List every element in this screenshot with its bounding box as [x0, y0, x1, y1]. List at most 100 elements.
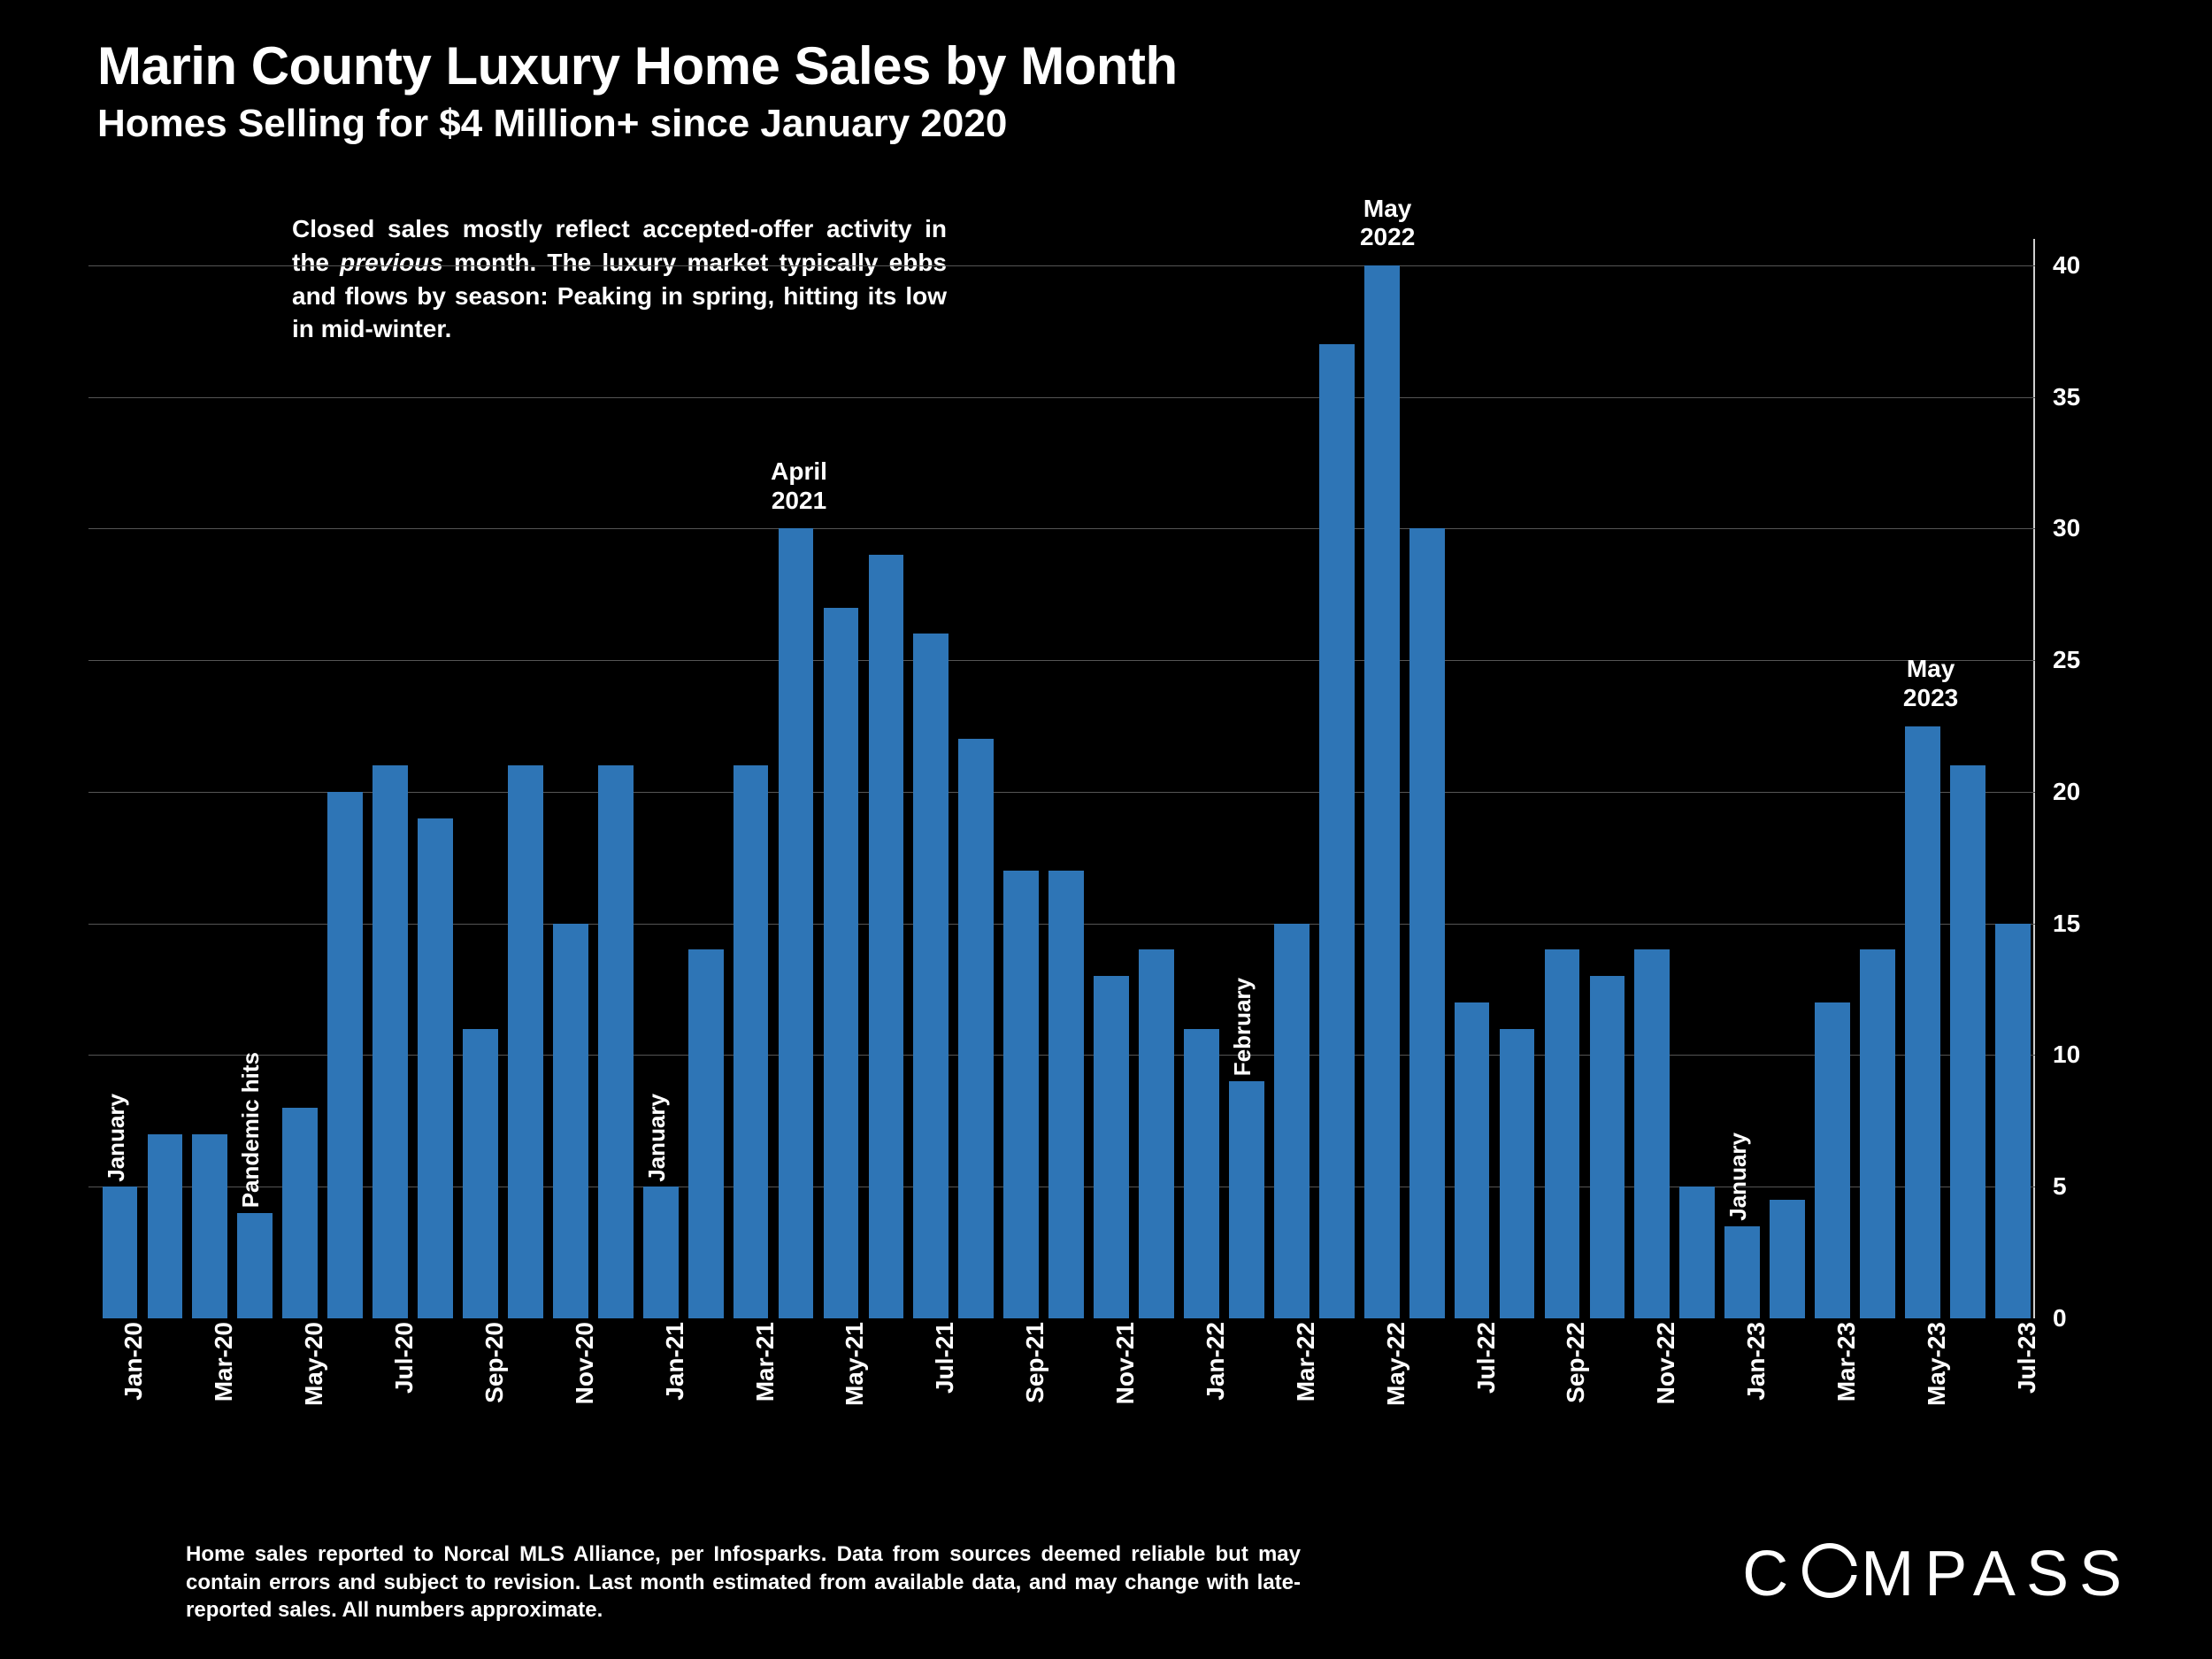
x-label-slot: Jul-21 — [909, 1318, 954, 1389]
x-label-slot — [1134, 1318, 1179, 1389]
bar — [1003, 871, 1039, 1318]
bar-slot — [1314, 239, 1359, 1318]
bar-slot — [1855, 239, 1901, 1318]
bar: January — [1724, 1226, 1760, 1318]
x-label-slot: Jan-23 — [1720, 1318, 1765, 1389]
x-label-slot — [864, 1318, 909, 1389]
bar — [1364, 265, 1400, 1318]
bar-annotation: February — [1229, 978, 1256, 1076]
x-label-slot — [1585, 1318, 1630, 1389]
peak-annotation: April2021 — [771, 457, 827, 514]
y-tick-label: 35 — [2053, 383, 2080, 411]
x-label-slot — [1224, 1318, 1269, 1389]
bar-slot — [1089, 239, 1134, 1318]
bar-chart: 0510152025303540 JanuaryPandemic hitsJan… — [88, 239, 2088, 1389]
x-label-slot — [773, 1318, 818, 1389]
y-axis-ticks: 0510152025303540 — [2044, 239, 2097, 1318]
bar-slot — [1134, 239, 1179, 1318]
bar-slot: February — [1224, 239, 1269, 1318]
bar — [148, 1134, 183, 1318]
x-label-slot — [1675, 1318, 1720, 1389]
bar — [418, 818, 453, 1318]
chart-subtitle: Homes Selling for $4 Million+ since Janu… — [97, 102, 1178, 146]
chart-title: Marin County Luxury Home Sales by Month — [97, 35, 1178, 96]
peak-annotation: May2022 — [1360, 195, 1415, 251]
x-label-slot — [413, 1318, 458, 1389]
x-label-slot — [323, 1318, 368, 1389]
x-label-slot: Nov-20 — [548, 1318, 593, 1389]
bar — [463, 1029, 498, 1318]
y-tick-label: 30 — [2053, 514, 2080, 542]
bar — [1409, 528, 1445, 1318]
bar — [1995, 924, 2031, 1318]
bar — [779, 528, 814, 1318]
bar-slot — [142, 239, 188, 1318]
x-label-slot: May-23 — [1901, 1318, 1946, 1389]
bar — [282, 1108, 318, 1318]
x-label-slot: Jul-22 — [1449, 1318, 1494, 1389]
bar — [869, 555, 904, 1318]
bar-annotation: January — [643, 1094, 671, 1182]
bar-slot — [999, 239, 1044, 1318]
x-label-slot — [593, 1318, 638, 1389]
x-label-slot: May-22 — [1359, 1318, 1404, 1389]
bar-slot — [1630, 239, 1675, 1318]
logo-o-icon — [1802, 1543, 1857, 1598]
x-axis-labels: Jan-20Mar-20May-20Jul-20Sep-20Nov-20Jan-… — [88, 1318, 2035, 1389]
bar-slot — [864, 239, 909, 1318]
bar-slot — [368, 239, 413, 1318]
x-label-slot: Nov-22 — [1630, 1318, 1675, 1389]
bar: Pandemic hits — [237, 1213, 273, 1318]
bar: January — [643, 1187, 679, 1318]
x-label-slot: May-20 — [278, 1318, 323, 1389]
y-tick-label: 40 — [2053, 251, 2080, 280]
x-label-slot — [1765, 1318, 1810, 1389]
bar-slot — [1990, 239, 2035, 1318]
bar-slot — [593, 239, 638, 1318]
bar — [327, 792, 363, 1318]
bar-slot — [909, 239, 954, 1318]
bar-slot — [683, 239, 728, 1318]
bar — [1860, 949, 1895, 1318]
peak-annotation: May2023 — [1903, 655, 1958, 711]
y-tick-label: 0 — [2053, 1304, 2067, 1333]
bar-slot — [1540, 239, 1585, 1318]
bar: January — [103, 1187, 138, 1318]
bar — [1634, 949, 1670, 1318]
x-label-slot — [1494, 1318, 1540, 1389]
bar-slot — [954, 239, 999, 1318]
bar-slot — [1810, 239, 1855, 1318]
bar-slot — [278, 239, 323, 1318]
y-tick-label: 25 — [2053, 646, 2080, 674]
x-label-slot: Sep-22 — [1540, 1318, 1585, 1389]
bar-slot — [1044, 239, 1089, 1318]
bar — [1770, 1200, 1805, 1318]
compass-logo: C MPASS — [1742, 1538, 2132, 1610]
bar — [688, 949, 724, 1318]
x-label-slot: Sep-21 — [999, 1318, 1044, 1389]
bar — [1815, 1002, 1850, 1318]
bar-slot — [1494, 239, 1540, 1318]
bar — [913, 634, 949, 1318]
bar-slot — [728, 239, 773, 1318]
bar — [1679, 1187, 1715, 1318]
bar-slot — [503, 239, 548, 1318]
bar — [824, 608, 859, 1318]
x-label-slot — [954, 1318, 999, 1389]
bar — [733, 765, 769, 1318]
bar — [1500, 1029, 1535, 1318]
x-label-slot — [1404, 1318, 1449, 1389]
title-block: Marin County Luxury Home Sales by Month … — [97, 35, 1178, 146]
bar-annotation: Pandemic hits — [237, 1052, 265, 1208]
x-label-slot — [1945, 1318, 1990, 1389]
x-label-slot: Mar-23 — [1810, 1318, 1855, 1389]
x-label-slot: Jan-21 — [638, 1318, 683, 1389]
bar-slot — [1585, 239, 1630, 1318]
x-label-slot — [683, 1318, 728, 1389]
bar-slot — [1179, 239, 1225, 1318]
x-label-slot: Mar-22 — [1269, 1318, 1314, 1389]
bar — [1950, 765, 1985, 1318]
bar — [1545, 949, 1580, 1318]
x-label-slot: Mar-21 — [728, 1318, 773, 1389]
bar-slot — [1675, 239, 1720, 1318]
